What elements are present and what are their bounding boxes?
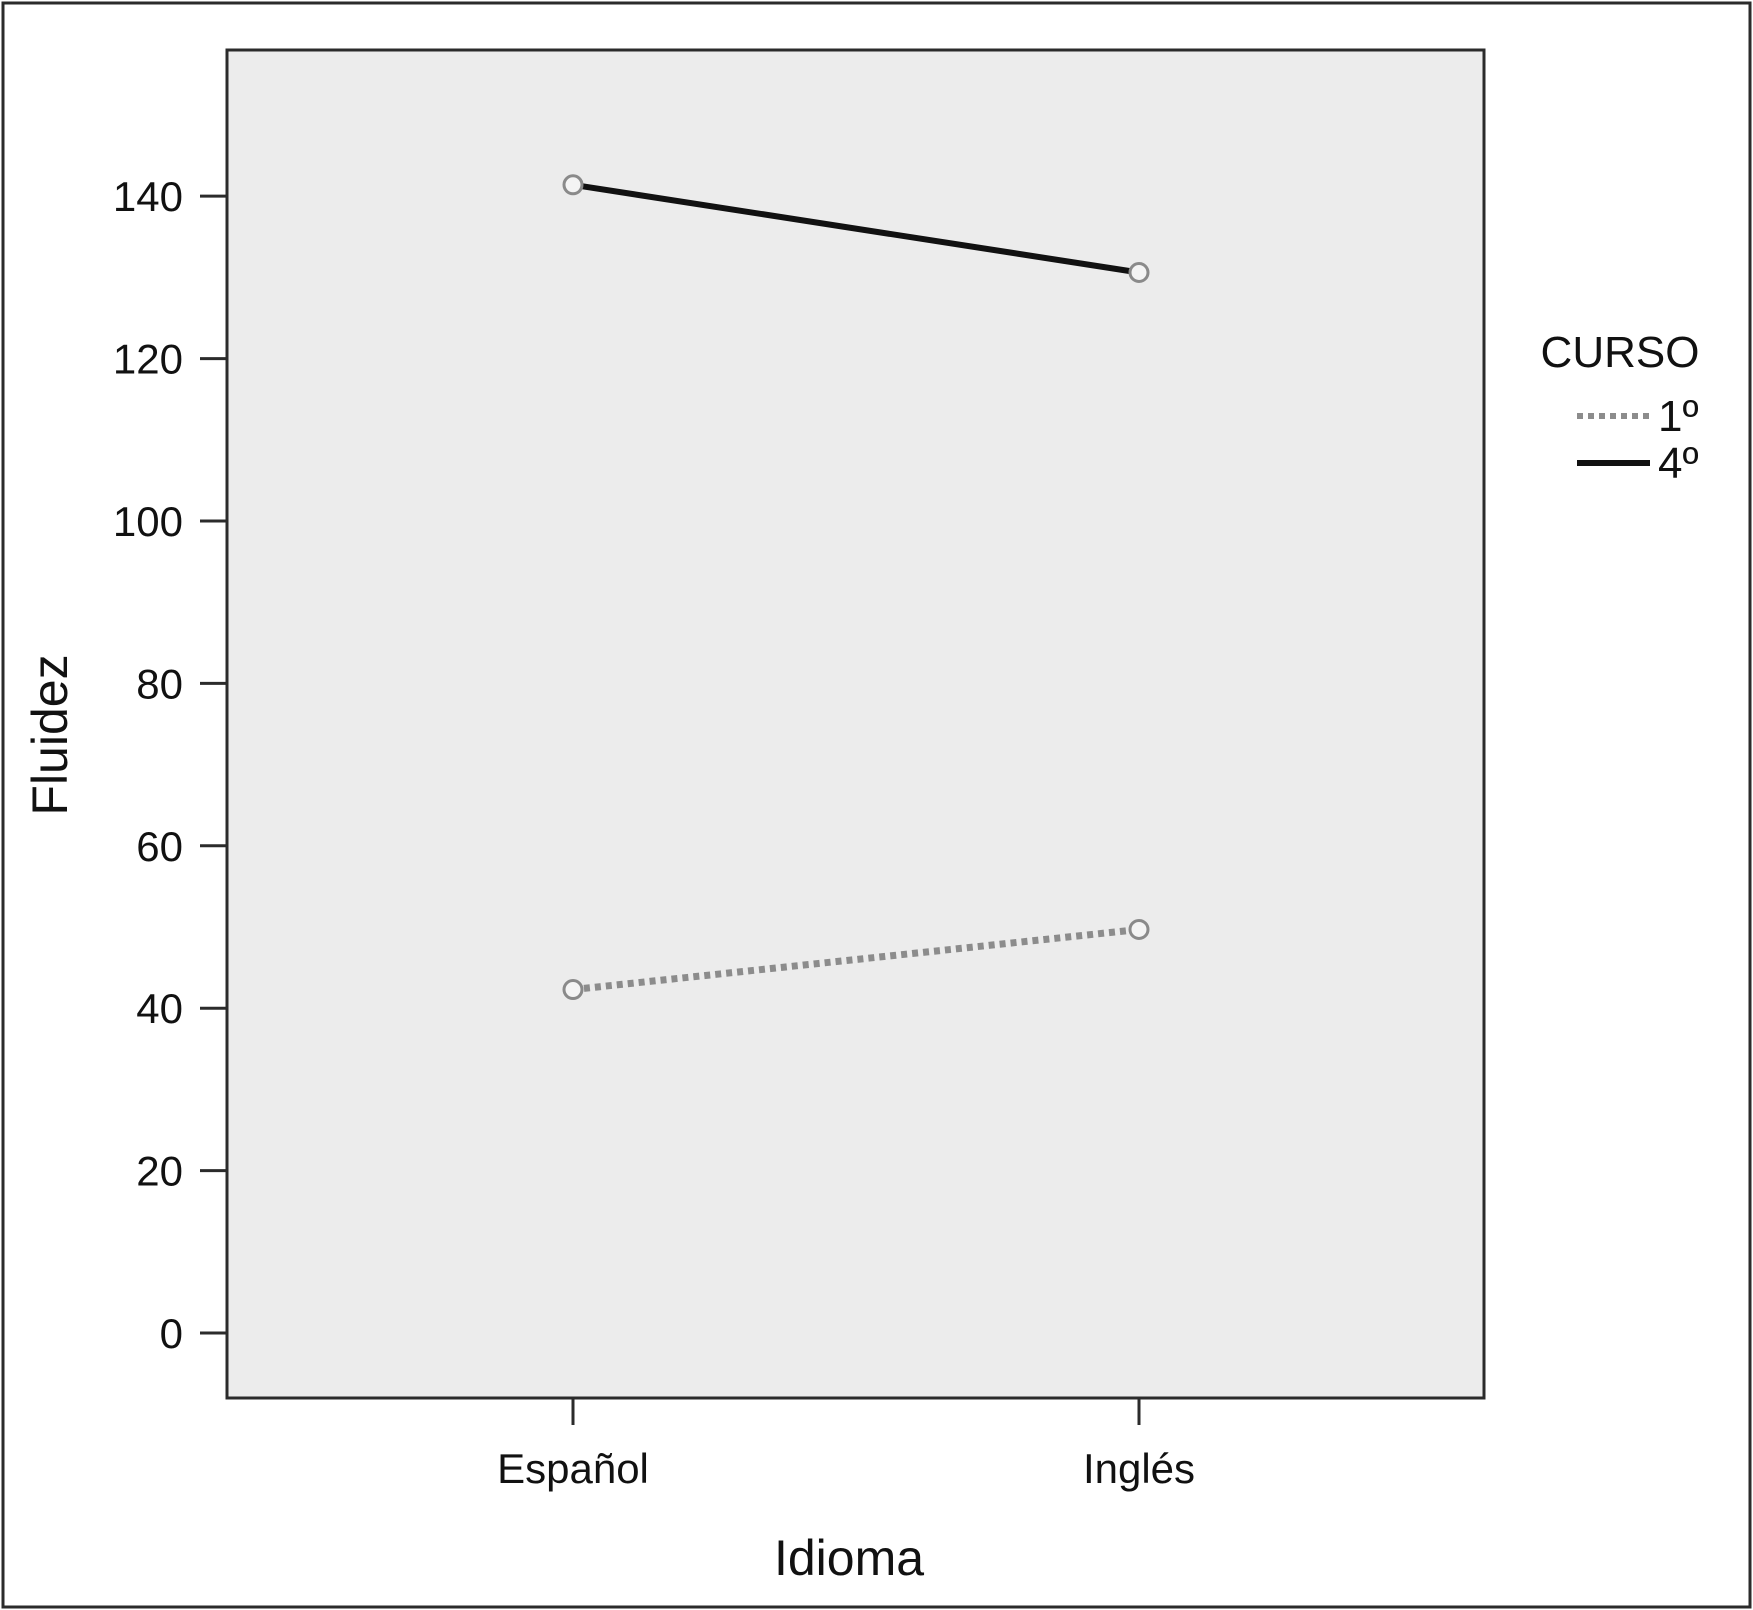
y-tick-label: 80 [136,660,183,707]
data-point [1128,918,1150,940]
data-point [562,979,584,1001]
series-2 [562,174,1150,284]
series-1 [562,918,1150,1001]
y-axis-title: Fluidez [22,654,78,815]
legend-item: 4º [1577,439,1699,488]
series-line [572,181,1140,276]
legend-title: CURSO [1541,328,1700,377]
legend-label: 4º [1658,439,1699,488]
y-tick-label: 100 [113,498,183,545]
series-layer [562,174,1150,1001]
series-line [572,925,1140,994]
y-tick-label: 140 [113,173,183,220]
y-tick-label: 40 [136,985,183,1032]
y-tick-label: 120 [113,336,183,383]
legend-label: 1º [1658,392,1699,441]
x-tick-label: Inglés [1083,1445,1195,1492]
data-point [1128,262,1150,284]
data-point [562,174,584,196]
x-axis-title: Idioma [774,1530,924,1586]
plot-area [225,48,1486,1400]
y-tick-label: 20 [136,1148,183,1195]
legend-item: 1º [1577,392,1699,441]
x-tick-label: Español [497,1445,649,1492]
y-tick-label: 60 [136,823,183,870]
y-axis-ticks: 0 20 40 60 80 100 120 140 [113,173,227,1357]
x-axis-ticks: Español Inglés [497,1398,1195,1492]
y-tick-label: 0 [160,1310,183,1357]
